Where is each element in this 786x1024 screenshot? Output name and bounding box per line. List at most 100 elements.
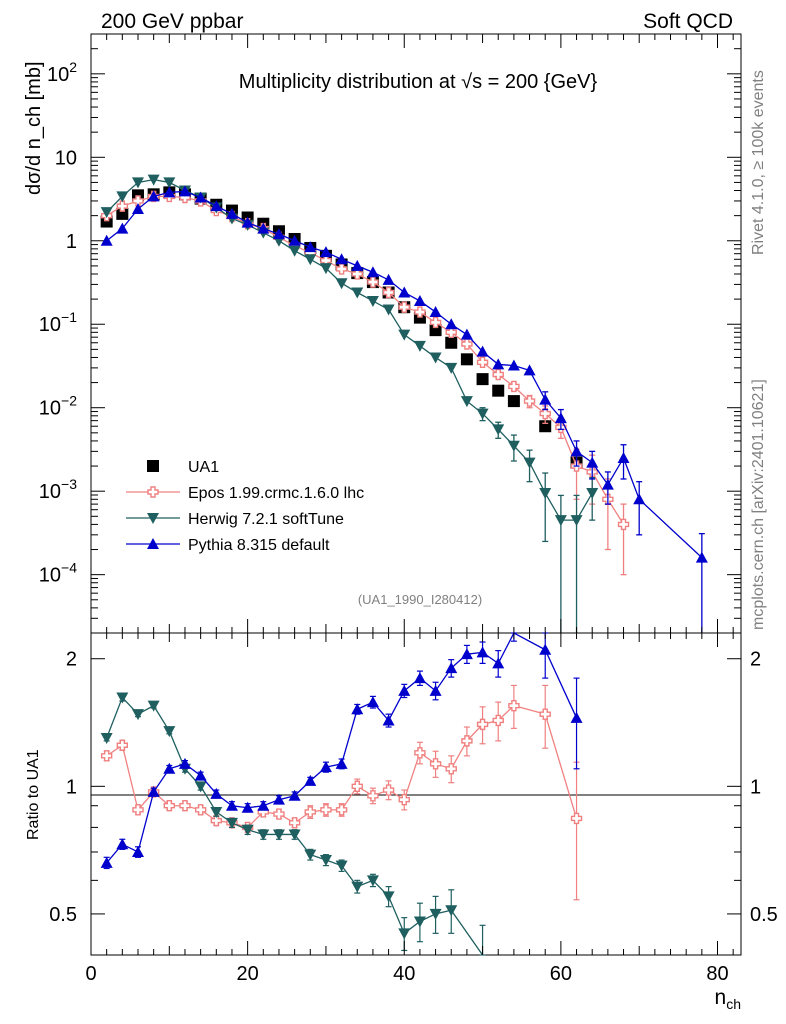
- data-point: [178, 185, 191, 197]
- data-point: [429, 352, 442, 364]
- data-point: [210, 200, 223, 212]
- series-line: [106, 178, 593, 521]
- data-point: [100, 215, 113, 228]
- legend-label: Epos 1.99.crmc.1.6.0 lhc: [188, 485, 364, 502]
- legend-label: UA1: [188, 459, 219, 476]
- data-point: [476, 356, 489, 368]
- data-point: [132, 195, 144, 207]
- ratio-point: [257, 829, 270, 841]
- data-point: [445, 362, 458, 374]
- ratio-y-tick-label-right: 1: [750, 776, 761, 798]
- ratio-point: [241, 801, 254, 813]
- data-point: [508, 380, 520, 393]
- ratio-point: [116, 739, 129, 751]
- ratio-point: [539, 643, 552, 655]
- main-y-tick-label: 1: [66, 231, 77, 253]
- ratio-point: [257, 799, 270, 811]
- data-point: [539, 488, 552, 500]
- ratio-point: [398, 684, 411, 696]
- main-y-tick-label: 10−4: [39, 560, 77, 587]
- ratio-point: [210, 787, 223, 799]
- ratio-point: [194, 804, 207, 816]
- ratio-point: [273, 808, 285, 820]
- data-point: [131, 177, 144, 189]
- data-point: [570, 515, 583, 527]
- data-point: [460, 396, 473, 408]
- data-point: [460, 353, 473, 366]
- ratio-point: [570, 812, 583, 825]
- x-axis-label: nch: [715, 986, 741, 1012]
- ratio-frame: [90, 632, 742, 956]
- data-point: [163, 177, 176, 189]
- data-point: [601, 478, 614, 490]
- main-y-tick-label: 10: [55, 147, 77, 169]
- ratio-point: [335, 804, 348, 816]
- series-herwig-7-2-1-softtune: [100, 174, 599, 633]
- y-axis-label-main: dσ/d n_ch [mb]: [23, 61, 45, 195]
- data-point: [492, 384, 505, 397]
- data-point: [398, 329, 411, 341]
- data-point: [445, 326, 457, 339]
- data-point: [586, 488, 599, 500]
- series-line: [106, 190, 703, 559]
- data-point: [492, 424, 505, 436]
- data-point: [257, 222, 270, 234]
- ratio-point: [319, 855, 332, 867]
- ratio-point: [116, 692, 129, 704]
- ratio-point: [147, 785, 160, 797]
- data-point: [366, 295, 379, 307]
- data-point: [445, 318, 458, 330]
- ratio-point: [366, 875, 379, 887]
- data-point: [476, 408, 489, 420]
- ratio-point: [320, 804, 332, 816]
- data-point: [335, 253, 348, 265]
- data-point: [492, 368, 504, 381]
- series-ua1: [100, 186, 583, 469]
- header-right: Soft QCD: [643, 10, 733, 33]
- legend-marker: [147, 460, 159, 472]
- legend-label: Pythia 8.315 default: [188, 537, 330, 554]
- ratio-point: [241, 824, 254, 836]
- data-point: [367, 276, 379, 288]
- header-left: 200 GeV ppbar: [101, 10, 243, 33]
- ratio-line: [106, 632, 578, 864]
- ratio-point: [429, 684, 442, 696]
- data-point: [554, 412, 567, 424]
- ratio-point: [413, 916, 426, 928]
- ratio-point: [116, 838, 129, 850]
- main-panel: Multiplicity distribution at √s = 200 {G…: [23, 33, 742, 634]
- data-point: [304, 254, 317, 266]
- ratio-point: [132, 804, 144, 816]
- ratio-series: [100, 632, 583, 956]
- x-ticks: 0 20 40 60 80: [85, 34, 734, 985]
- ratio-point: [429, 758, 442, 770]
- mcplots-watermark: mcplots.cern.ch [arXiv:2401.10621]: [750, 379, 767, 630]
- main-series: [100, 174, 708, 633]
- data-point: [163, 186, 176, 198]
- data-point: [570, 445, 583, 457]
- data-point: [241, 216, 254, 228]
- ratio-point: [225, 817, 238, 829]
- ratio-point: [382, 784, 395, 796]
- main-y-tick-label: 10−2: [39, 393, 77, 420]
- data-point: [116, 191, 129, 203]
- data-point: [288, 245, 301, 257]
- data-point: [523, 395, 536, 407]
- data-point: [272, 228, 285, 240]
- data-point: [554, 515, 567, 527]
- data-point: [319, 263, 332, 275]
- ratio-point: [367, 790, 379, 802]
- data-point: [382, 304, 395, 316]
- legend-item-epos-1-99-crmc-1-6-0-lhc: Epos 1.99.crmc.1.6.0 lhc: [126, 485, 364, 502]
- data-point: [476, 345, 489, 357]
- data-point: [147, 190, 160, 202]
- data-point: [225, 207, 238, 219]
- series-line: [106, 195, 625, 525]
- ratio-y-tick-label-right: 0.5: [750, 904, 778, 926]
- ratio-point: [288, 817, 301, 829]
- ratio-point: [288, 829, 301, 841]
- ratio-point: [445, 662, 458, 674]
- data-point: [413, 340, 426, 352]
- data-point: [100, 207, 113, 219]
